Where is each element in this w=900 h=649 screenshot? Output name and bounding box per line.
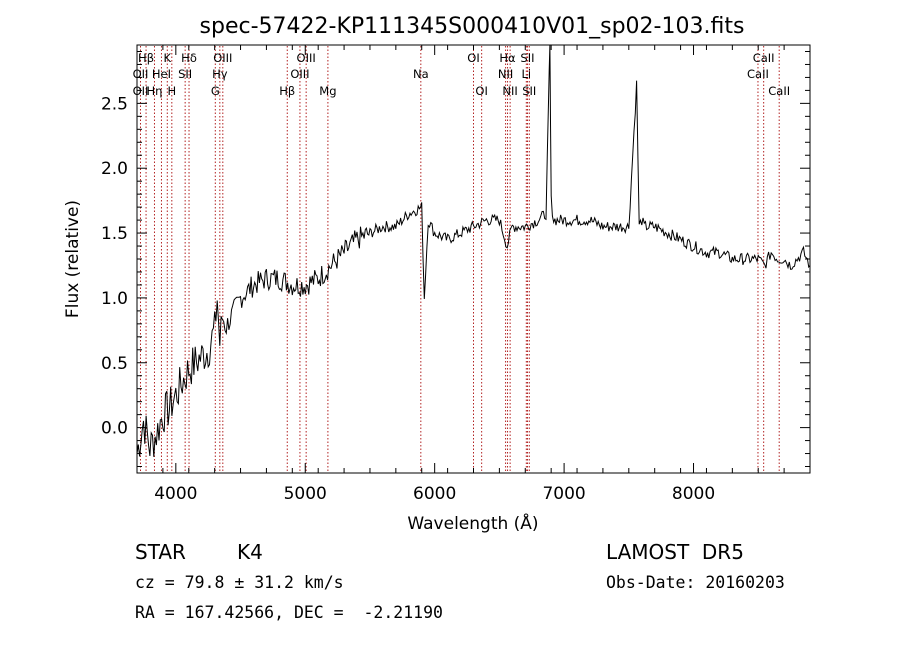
- x-tick-label: 8000: [672, 484, 715, 504]
- x-axis-label: Wavelength (Å): [407, 512, 538, 534]
- x-tick-label: 7000: [542, 484, 585, 504]
- spectral-line-label: OI: [475, 84, 487, 98]
- spectral-line-label: OIII: [290, 67, 309, 81]
- spectral-line-label: Li: [521, 67, 531, 81]
- spectral-line-label: OI: [467, 51, 479, 65]
- y-tick-label: 2.5: [101, 94, 128, 114]
- spectral-line-label: G: [211, 84, 220, 98]
- spectral-line-label: Hη: [147, 84, 163, 98]
- x-tick-label: 6000: [413, 484, 456, 504]
- spectral-line-label: Hγ: [212, 67, 228, 81]
- y-tick-label: 0.5: [101, 354, 128, 374]
- spectral-line-label: CaII: [747, 67, 769, 81]
- spectrum-line: [136, 44, 811, 457]
- spectral-line-label: Mg: [319, 84, 336, 98]
- spectral-line-label: Hδ: [181, 51, 197, 65]
- y-tick-label: 1.0: [101, 289, 128, 309]
- spectral-line-label: OIII: [297, 51, 316, 65]
- axis-ticks: 4000 5000 6000 7000 8000 0.0 0.5 1.0 1.5 2.0 2.5: [101, 45, 811, 504]
- spectral-line-label: Hβ: [279, 84, 295, 98]
- spectrum-series: [136, 44, 811, 457]
- spectral-line-label: OII: [133, 67, 149, 81]
- spectral-line-label: SII: [522, 84, 536, 98]
- y-axis-label: Flux (relative): [63, 200, 83, 318]
- spectral-line-label: Hα: [499, 51, 516, 65]
- x-tick-label: 5000: [284, 484, 327, 504]
- y-tick-label: 2.0: [101, 159, 128, 179]
- spectral-line-markers: [139, 46, 780, 472]
- coordinates: RA = 167.42566, DEC = -2.21190: [135, 603, 443, 622]
- spectral-line-label: K: [164, 51, 172, 65]
- observation-date: Obs-Date: 20160203: [606, 573, 785, 592]
- redshift-cz: cz = 79.8 ± 31.2 km/s: [135, 573, 344, 592]
- spectral-line-label: OIII: [213, 51, 232, 65]
- x-tick-label: 4000: [154, 484, 197, 504]
- spectral-line-label: CaII: [753, 51, 775, 65]
- chart-title: spec-57422-KP111345S000410V01_sp02-103.f…: [200, 14, 745, 39]
- spectral-line-label: NII: [502, 84, 517, 98]
- spectral-line-label: HeI: [152, 67, 171, 81]
- spectral-line-label: SII: [520, 51, 534, 65]
- spectral-line-label: Na: [413, 67, 429, 81]
- object-subclass: K4: [237, 540, 263, 564]
- object-class: STAR: [135, 540, 186, 564]
- spectral-line-label: Hβ: [138, 51, 154, 65]
- y-tick-label: 1.5: [101, 224, 128, 244]
- spectral-line-label: SII: [178, 67, 192, 81]
- survey-label: LAMOST DR5: [606, 540, 744, 564]
- spectral-line-label: H: [167, 84, 176, 98]
- spectral-line-label: NII: [498, 67, 513, 81]
- y-tick-label: 0.0: [101, 419, 128, 439]
- spectral-line-label: CaII: [768, 84, 790, 98]
